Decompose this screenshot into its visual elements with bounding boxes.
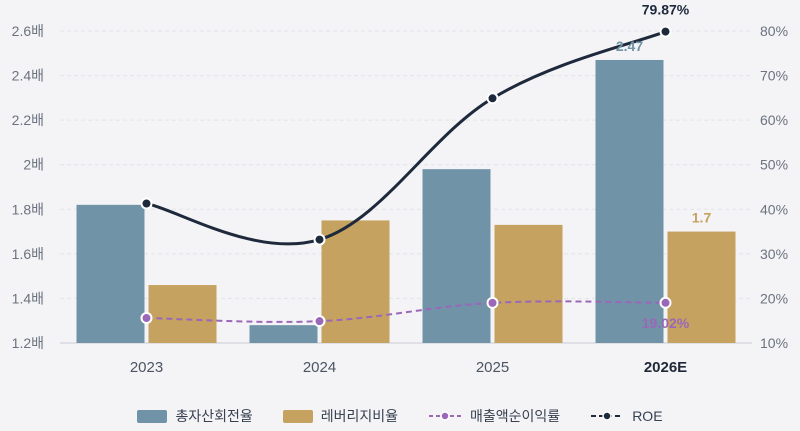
x-axis: 2023 2024 2025 2026E [130, 359, 687, 376]
data-label-net-margin: 19.02% [642, 315, 690, 331]
bar-asset-turnover [595, 59, 664, 343]
right-tick-label: 40% [760, 201, 788, 217]
left-tick-label: 1.2배 [12, 335, 44, 351]
x-tick-label: 2026E [644, 359, 687, 376]
right-tick-label: 10% [760, 335, 788, 351]
legend-item-net-margin[interactable]: 매출액순이익률 [428, 406, 560, 426]
bar-leverage [667, 231, 736, 343]
legend-swatch-net-margin [429, 411, 462, 421]
x-tick-label: 2025 [476, 359, 509, 376]
point-net-margin [486, 296, 499, 309]
point-roe [140, 197, 153, 210]
legend-label-roe: ROE [632, 408, 663, 424]
point-roe [486, 92, 499, 105]
data-label-roe: 79.87% [642, 2, 690, 18]
data-labels: 2.47 1.7 19.02% 79.87% [616, 2, 712, 331]
legend-label-asset-turnover: 총자산회전율 [175, 408, 253, 424]
bar-asset-turnover [422, 169, 491, 343]
left-tick-label: 2.4배 [12, 68, 44, 84]
bar-leverage [321, 220, 390, 343]
left-tick-label: 2.6배 [12, 23, 44, 39]
bars [76, 59, 736, 343]
x-tick-label: 2024 [303, 359, 336, 376]
point-net-margin [140, 312, 153, 325]
left-tick-label: 1.8배 [12, 201, 44, 217]
right-tick-label: 20% [760, 290, 788, 306]
right-tick-label: 80% [760, 23, 788, 39]
legend-swatch-asset-turnover [137, 409, 168, 423]
bar-asset-turnover [249, 325, 318, 343]
bar-leverage [148, 285, 217, 343]
x-tick-label: 2023 [130, 359, 163, 376]
legend-item-leverage[interactable]: 레버리지비율 [282, 406, 399, 426]
line-net-margin [146, 300, 666, 323]
lines [140, 25, 672, 328]
left-tick-label: 1.4배 [12, 290, 44, 306]
legend-swatch-leverage [282, 409, 313, 423]
right-tick-label: 30% [760, 246, 788, 262]
data-label-asset-turnover: 2.47 [616, 38, 643, 54]
right-axis: 10% 20% 30% 40% 50% 60% 70% 80% [760, 23, 788, 351]
left-tick-label: 2.2배 [12, 112, 44, 128]
legend-item-roe[interactable]: ROE [590, 408, 663, 424]
legend: 총자산회전율 레버리지비율 매출액순이익률 ROE [0, 402, 800, 430]
point-roe [659, 25, 672, 38]
right-tick-label: 60% [760, 112, 788, 128]
left-axis: 1.2배 1.4배 1.6배 1.8배 2배 2.2배 2.4배 2.6배 [12, 23, 44, 351]
left-tick-label: 1.6배 [12, 246, 44, 262]
bar-asset-turnover [76, 204, 145, 343]
line-roe [146, 30, 667, 246]
point-net-margin [659, 296, 672, 309]
left-tick-label: 2배 [23, 157, 44, 173]
point-roe [313, 233, 326, 246]
data-label-leverage: 1.7 [692, 210, 712, 226]
right-tick-label: 70% [760, 68, 788, 84]
legend-item-asset-turnover[interactable]: 총자산회전율 [137, 406, 253, 426]
legend-swatch-roe [591, 411, 624, 421]
right-tick-label: 50% [760, 157, 788, 173]
gridlines [60, 30, 752, 344]
bar-leverage [494, 224, 563, 343]
legend-label-net-margin: 매출액순이익률 [470, 408, 561, 424]
legend-label-leverage: 레버리지비율 [320, 408, 399, 424]
point-net-margin [313, 315, 326, 328]
